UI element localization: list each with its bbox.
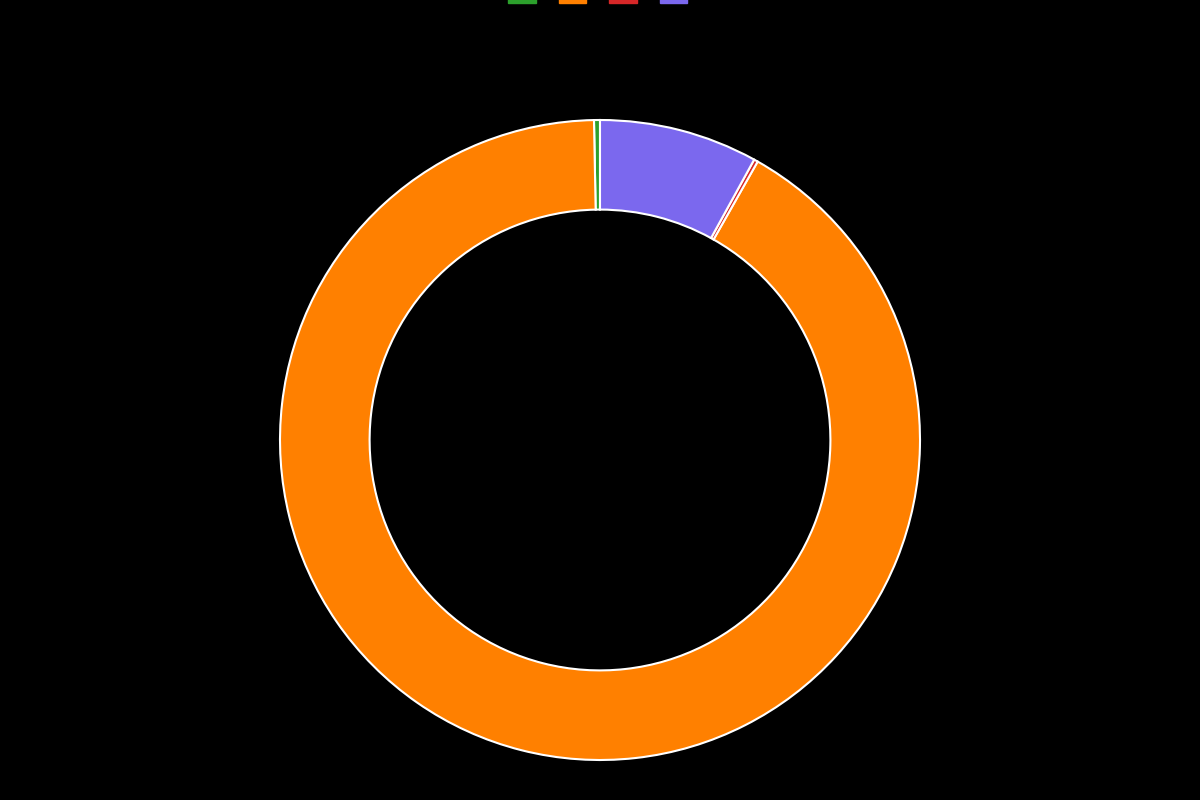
Wedge shape (710, 159, 757, 239)
Legend: , , , : , , , (503, 0, 697, 11)
Wedge shape (594, 120, 600, 210)
Wedge shape (280, 120, 920, 760)
Wedge shape (600, 120, 754, 238)
